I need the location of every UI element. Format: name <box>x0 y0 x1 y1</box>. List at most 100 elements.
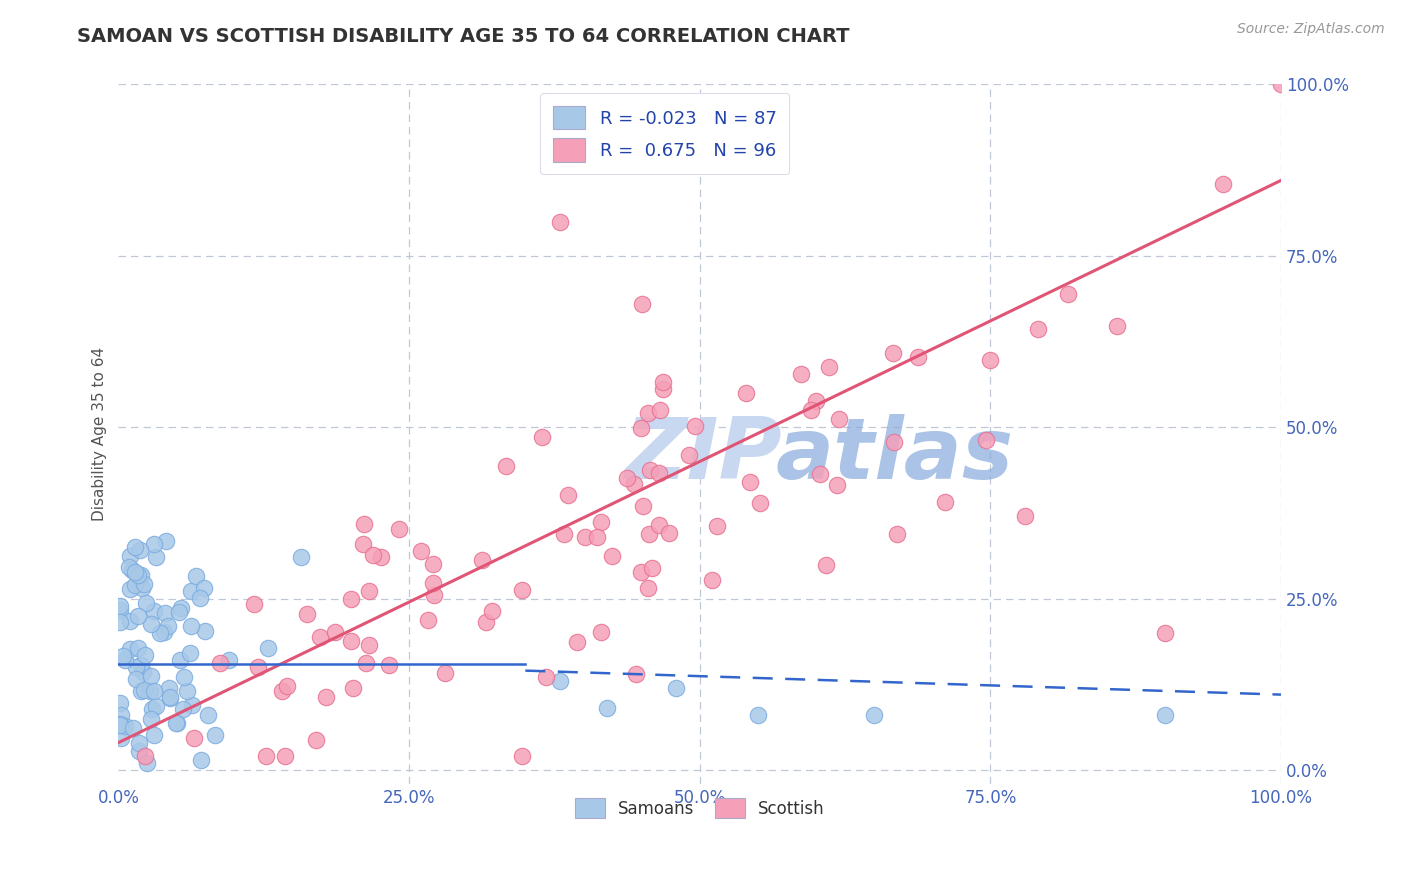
Point <box>828 412 851 426</box>
Point <box>882 346 904 360</box>
Point <box>481 604 503 618</box>
Point <box>108 599 131 613</box>
Point <box>658 526 681 541</box>
Point <box>648 466 671 480</box>
Point <box>274 749 297 764</box>
Point <box>1212 177 1234 191</box>
Point <box>134 749 156 764</box>
Point <box>886 526 908 541</box>
Point <box>111 649 134 664</box>
Point <box>652 376 675 390</box>
Point <box>124 540 146 554</box>
Point <box>176 683 198 698</box>
Point <box>122 721 145 735</box>
Point <box>165 716 187 731</box>
Point <box>637 527 659 541</box>
Point <box>510 582 533 597</box>
Point <box>124 660 146 674</box>
Point <box>422 557 444 571</box>
Point <box>495 458 517 473</box>
Point <box>169 653 191 667</box>
Point <box>589 625 612 640</box>
Point <box>815 558 838 572</box>
Point <box>309 630 332 644</box>
Point <box>357 583 380 598</box>
Point <box>354 657 377 671</box>
Point <box>630 297 652 311</box>
Point <box>124 673 146 687</box>
Point <box>665 681 688 695</box>
Point <box>1153 626 1175 640</box>
Point <box>197 708 219 723</box>
Point <box>652 382 675 396</box>
Point <box>626 666 648 681</box>
Text: atlas: atlas <box>775 414 1014 497</box>
Point <box>623 477 645 491</box>
Point <box>470 553 492 567</box>
Point <box>110 731 132 745</box>
Point <box>1026 322 1049 336</box>
Point <box>290 549 312 564</box>
Point <box>132 682 155 697</box>
Point <box>131 581 153 595</box>
Point <box>637 581 659 595</box>
Point <box>1107 319 1129 334</box>
Text: SAMOAN VS SCOTTISH DISABILITY AGE 35 TO 64 CORRELATION CHART: SAMOAN VS SCOTTISH DISABILITY AGE 35 TO … <box>77 27 849 45</box>
Point <box>749 495 772 509</box>
Point <box>134 648 156 662</box>
Point <box>136 756 159 771</box>
Point <box>548 214 571 228</box>
Point <box>120 641 142 656</box>
Point <box>145 698 167 713</box>
Point <box>1057 287 1080 301</box>
Point <box>359 638 381 652</box>
Point <box>173 670 195 684</box>
Point <box>128 736 150 750</box>
Point <box>738 475 761 489</box>
Point <box>257 641 280 656</box>
Point <box>602 549 624 564</box>
Point <box>169 605 191 619</box>
Point <box>1153 708 1175 723</box>
Point <box>108 696 131 710</box>
Point <box>574 530 596 544</box>
Point <box>548 673 571 688</box>
Point <box>218 653 240 667</box>
Point <box>183 731 205 746</box>
Point <box>145 549 167 564</box>
Point <box>180 583 202 598</box>
Point <box>159 690 181 704</box>
Point <box>648 518 671 533</box>
Point <box>631 500 654 514</box>
Point <box>166 715 188 730</box>
Point <box>129 568 152 582</box>
Point <box>305 732 328 747</box>
Point <box>108 718 131 732</box>
Y-axis label: Disability Age 35 to 64: Disability Age 35 to 64 <box>93 347 107 521</box>
Point <box>190 753 212 767</box>
Point <box>120 549 142 563</box>
Point <box>110 615 132 629</box>
Point <box>650 403 672 417</box>
Point <box>138 683 160 698</box>
Point <box>510 749 533 764</box>
Point <box>808 467 831 481</box>
Point <box>114 653 136 667</box>
Point <box>416 613 439 627</box>
Point <box>141 701 163 715</box>
Point <box>553 527 575 541</box>
Point <box>340 634 363 648</box>
Point <box>678 448 700 462</box>
Point <box>315 690 337 705</box>
Point <box>246 660 269 674</box>
Point <box>979 352 1001 367</box>
Point <box>638 463 661 477</box>
Point <box>127 608 149 623</box>
Point <box>155 534 177 549</box>
Legend: Samoans, Scottish: Samoans, Scottish <box>568 792 831 824</box>
Point <box>641 561 664 575</box>
Point <box>142 684 165 698</box>
Point <box>254 749 277 764</box>
Point <box>143 604 166 618</box>
Text: ZIP: ZIP <box>624 414 782 497</box>
